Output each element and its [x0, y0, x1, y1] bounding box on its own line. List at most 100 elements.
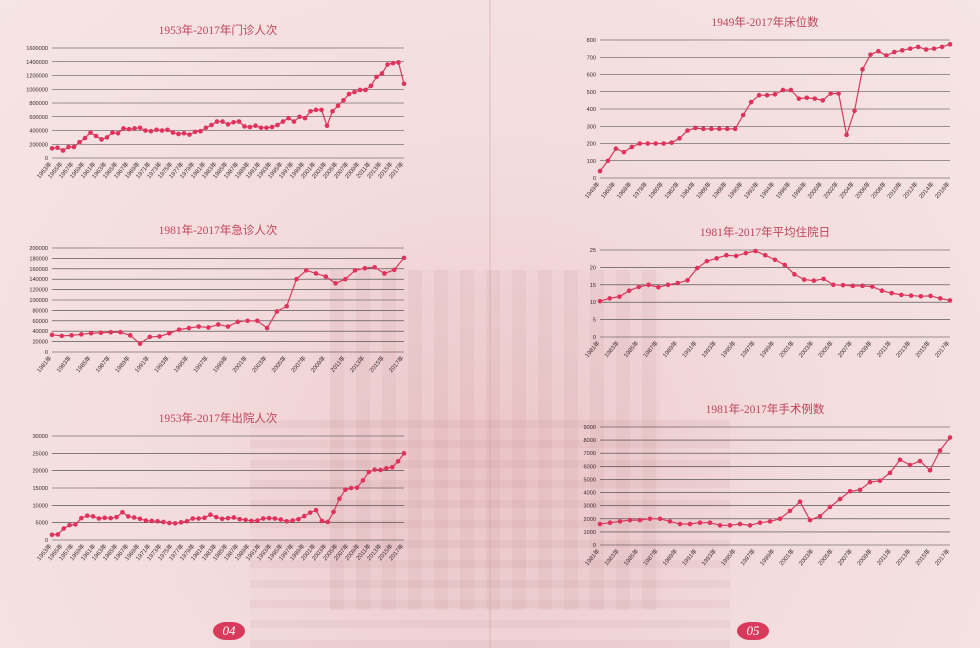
data-point [947, 435, 953, 440]
data-point [877, 478, 883, 484]
data-point [605, 158, 611, 164]
data-point [71, 144, 77, 150]
data-point [767, 519, 773, 524]
data-point [737, 521, 743, 527]
data-point [804, 95, 810, 101]
data-point [231, 119, 236, 125]
x-tick-label: 1955年 [46, 160, 65, 180]
x-tick-label: 1982年 [663, 180, 682, 200]
data-point [161, 519, 166, 525]
data-point [780, 87, 786, 93]
y-tick-label: 200000 [29, 246, 48, 252]
x-tick-label: 1989年 [113, 354, 132, 374]
x-tick-label: 1977年 [167, 160, 186, 180]
data-point [291, 119, 297, 124]
data-point [797, 499, 803, 505]
x-tick-label: 2007年 [289, 354, 308, 374]
x-tick-label: 1981年 [189, 542, 208, 562]
data-point [313, 107, 319, 113]
x-tick-label: 2009年 [309, 354, 328, 374]
data-point [876, 48, 881, 54]
x-tick-label: 1991年 [133, 354, 152, 374]
data-point [787, 508, 793, 514]
data-point [115, 130, 121, 136]
data-point [762, 252, 768, 258]
data-point [258, 125, 264, 131]
x-tick-label: 2008年 [869, 180, 888, 200]
y-tick-label: 1200000 [26, 74, 48, 80]
x-tick-label: 1965年 [101, 542, 120, 562]
y-tick-label: 25 [590, 248, 596, 254]
data-point [753, 248, 758, 254]
x-tick-label: 1963年 [90, 160, 109, 180]
data-point [297, 114, 302, 120]
data-point [363, 87, 368, 93]
data-point [879, 288, 885, 294]
x-tick-label: 2014年 [917, 180, 936, 200]
data-point [104, 135, 110, 140]
x-tick-label: 2005年 [270, 354, 289, 374]
y-tick-label: 100000 [29, 298, 48, 304]
data-point [131, 515, 137, 520]
data-point [665, 282, 671, 288]
x-tick-label: 2015年 [376, 160, 395, 180]
data-point [368, 83, 374, 89]
data-point [352, 89, 357, 95]
data-point [73, 522, 78, 527]
data-point [167, 330, 172, 336]
x-tick-label: 1989年 [661, 339, 680, 359]
data-point [60, 148, 66, 153]
x-tick-label: 1997年 [277, 160, 296, 180]
x-tick-label: 1969年 [123, 160, 142, 180]
x-tick-label: 1988年 [710, 180, 729, 200]
data-point [931, 46, 937, 51]
x-tick-label: 1991年 [680, 339, 699, 359]
data-point [82, 135, 88, 141]
data-point [917, 458, 923, 464]
data-point [743, 250, 749, 256]
x-tick-label: 2004年 [838, 180, 857, 200]
data-point [269, 124, 275, 130]
y-tick-label: 80000 [32, 308, 48, 314]
data-point [892, 49, 897, 55]
data-point [346, 91, 352, 97]
y-tick-label: 0 [45, 538, 48, 544]
data-point [836, 91, 841, 96]
x-tick-label: 1993年 [255, 160, 274, 180]
data-point [937, 296, 943, 301]
data-point [897, 457, 903, 463]
data-point [928, 293, 933, 299]
x-tick-label: 1980年 [647, 180, 666, 200]
x-tick-label: 1967年 [112, 160, 131, 180]
x-tick-label: 1985年 [211, 542, 230, 562]
series-line [599, 43, 951, 172]
x-tick-label: 1995年 [719, 339, 738, 359]
data-point [176, 131, 181, 137]
x-tick-label: 2001年 [777, 339, 796, 359]
data-point [88, 330, 94, 336]
y-tick-label: 25000 [32, 451, 48, 457]
x-tick-label: 2001年 [777, 547, 796, 567]
y-tick-label: 140000 [29, 277, 48, 283]
x-tick-label: 1973年 [145, 160, 164, 180]
data-point [811, 278, 817, 283]
data-point [820, 98, 826, 103]
x-tick-label: 1981年 [189, 160, 208, 180]
x-tick-label: 2017年 [933, 547, 952, 567]
data-point [253, 123, 258, 128]
x-tick-label: 1961年 [79, 160, 98, 180]
data-point [675, 280, 681, 286]
x-tick-label: 1989年 [233, 160, 252, 180]
data-point [286, 115, 291, 121]
x-tick-label: 2005年 [816, 547, 835, 567]
y-tick-label: 40000 [32, 329, 48, 335]
data-point [401, 255, 407, 261]
x-tick-label: 1977年 [167, 542, 186, 562]
data-point [159, 128, 165, 133]
x-tick-label: 2007年 [836, 547, 855, 567]
x-tick-label: 2011年 [875, 339, 893, 359]
data-point [335, 103, 341, 109]
x-tick-label: 1992年 [742, 180, 761, 200]
x-tick-label: 1961年 [79, 542, 98, 562]
data-point [704, 258, 710, 264]
